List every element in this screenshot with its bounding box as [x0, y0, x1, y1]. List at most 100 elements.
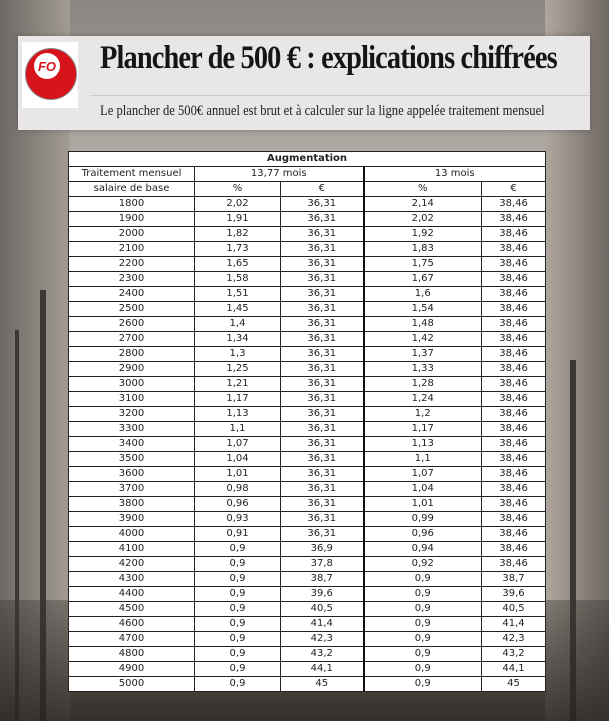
- eur-13-cell: 42,3: [480, 631, 547, 647]
- pct-13-cell: 2,02: [363, 211, 482, 227]
- eur-13-cell: 38,46: [480, 421, 547, 437]
- pct-13-77-cell: 1,73: [194, 241, 281, 257]
- salary-cell: 2100: [68, 241, 195, 257]
- table-row: 3300 1,1 36,31 1,17 38,46: [68, 421, 547, 437]
- eur-13-77-cell: 45: [280, 676, 365, 692]
- pct-13-cell: 1,83: [363, 241, 482, 257]
- eur-13-cell: 38,46: [480, 436, 547, 452]
- table-row: 4000 0,91 36,31 0,96 38,46: [68, 526, 547, 542]
- pct-13-77-cell: 0,9: [194, 556, 281, 572]
- pct-13-cell: 2,14: [363, 196, 482, 212]
- eur-13-77-cell: 36,31: [280, 526, 365, 542]
- salary-cell: 3900: [68, 511, 195, 527]
- eur-13-cell: 38,46: [480, 376, 547, 392]
- pct-13-77-cell: 1,07: [194, 436, 281, 452]
- eur-13-cell: 38,46: [480, 391, 547, 407]
- eur-13-77-cell: 36,31: [280, 211, 365, 227]
- pct-13-77-cell: 0,9: [194, 631, 281, 647]
- pct-13-77-cell: 0,91: [194, 526, 281, 542]
- pct-13-77-cell: 0,98: [194, 481, 281, 497]
- pct-13-77-cell: 1,21: [194, 376, 281, 392]
- eur-13-cell: 38,46: [480, 466, 547, 482]
- pct-13-cell: 1,04: [363, 481, 482, 497]
- eur-13-77-cell: 36,31: [280, 466, 365, 482]
- pct-13-cell: 1,01: [363, 496, 482, 512]
- pct-13-77-cell: 1,25: [194, 361, 281, 377]
- eur-13-cell: 38,46: [480, 361, 547, 377]
- salary-cell: 2000: [68, 226, 195, 242]
- table-row: 3100 1,17 36,31 1,24 38,46: [68, 391, 547, 407]
- pct-13-cell: 1,1: [363, 451, 482, 467]
- eur-13-77-cell: 36,31: [280, 421, 365, 437]
- eur-13-cell: 38,46: [480, 271, 547, 287]
- salary-cell: 3700: [68, 481, 195, 497]
- eur-13-cell: 38,46: [480, 481, 547, 497]
- table-row: 4100 0,9 36,9 0,94 38,46: [68, 541, 547, 557]
- salary-cell: 3000: [68, 376, 195, 392]
- eur-13-cell: 45: [480, 676, 547, 692]
- eur-13-cell: 38,46: [480, 451, 547, 467]
- table-body: 1800 2,02 36,31 2,14 38,46 1900 1,91 36,31 2,02 3…: [68, 196, 547, 692]
- eur-13-77-cell: 41,4: [280, 616, 365, 632]
- table-row: 2700 1,34 36,31 1,42 38,46: [68, 331, 547, 347]
- pct-13-77-cell: 1,1: [194, 421, 281, 437]
- salary-cell: 3800: [68, 496, 195, 512]
- logo-center: [34, 53, 60, 79]
- eur-13-77-cell: 36,31: [280, 331, 365, 347]
- pct-13-77-cell: 1,45: [194, 301, 281, 317]
- col-eur-a: €: [280, 181, 365, 197]
- table-row: 3900 0,93 36,31 0,99 38,46: [68, 511, 547, 527]
- eur-13-77-cell: 40,5: [280, 601, 365, 617]
- pct-13-cell: 1,75: [363, 256, 482, 272]
- table-row: 3500 1,04 36,31 1,1 38,46: [68, 451, 547, 467]
- eur-13-77-cell: 36,31: [280, 376, 365, 392]
- salary-cell: 5000: [68, 676, 195, 692]
- table-row: 4700 0,9 42,3 0,9 42,3: [68, 631, 547, 647]
- eur-13-cell: 38,46: [480, 316, 547, 332]
- eur-13-77-cell: 43,2: [280, 646, 365, 662]
- eur-13-77-cell: 42,3: [280, 631, 365, 647]
- pct-13-77-cell: 0,9: [194, 676, 281, 692]
- salary-cell: 1900: [68, 211, 195, 227]
- eur-13-cell: 43,2: [480, 646, 547, 662]
- eur-13-77-cell: 36,31: [280, 451, 365, 467]
- eur-13-77-cell: 36,31: [280, 256, 365, 272]
- pct-13-77-cell: 1,91: [194, 211, 281, 227]
- table-row: 3800 0,96 36,31 1,01 38,46: [68, 496, 547, 512]
- pct-13-77-cell: 1,51: [194, 286, 281, 302]
- pct-13-cell: 0,9: [363, 646, 482, 662]
- eur-13-77-cell: 36,31: [280, 271, 365, 287]
- salary-cell: 4500: [68, 601, 195, 617]
- pct-13-cell: 0,92: [363, 556, 482, 572]
- eur-13-77-cell: 38,7: [280, 571, 365, 587]
- salary-cell: 4600: [68, 616, 195, 632]
- eur-13-77-cell: 36,31: [280, 196, 365, 212]
- pct-13-77-cell: 1,04: [194, 451, 281, 467]
- pct-13-cell: 0,9: [363, 616, 482, 632]
- table-row: 4900 0,9 44,1 0,9 44,1: [68, 661, 547, 677]
- salary-cell: 4100: [68, 541, 195, 557]
- eur-13-cell: 38,7: [480, 571, 547, 587]
- pct-13-cell: 1,54: [363, 301, 482, 317]
- salary-cell: 2700: [68, 331, 195, 347]
- table-row: 2800 1,3 36,31 1,37 38,46: [68, 346, 547, 362]
- pct-13-cell: 0,9: [363, 676, 482, 692]
- pct-13-77-cell: 0,9: [194, 646, 281, 662]
- table-row: 2500 1,45 36,31 1,54 38,46: [68, 301, 547, 317]
- eur-13-cell: 38,46: [480, 301, 547, 317]
- pct-13-77-cell: 1,4: [194, 316, 281, 332]
- salary-cell: 3500: [68, 451, 195, 467]
- eur-13-cell: 38,46: [480, 331, 547, 347]
- pct-13-77-cell: 1,13: [194, 406, 281, 422]
- eur-13-cell: 38,46: [480, 241, 547, 257]
- eur-13-cell: 38,46: [480, 256, 547, 272]
- eur-13-77-cell: 36,31: [280, 346, 365, 362]
- table-row: 4800 0,9 43,2 0,9 43,2: [68, 646, 547, 662]
- refinery-chimney: [570, 360, 576, 721]
- salary-cell: 3600: [68, 466, 195, 482]
- pct-13-cell: 1,07: [363, 466, 482, 482]
- pct-13-cell: 0,9: [363, 586, 482, 602]
- pct-13-77-cell: 0,96: [194, 496, 281, 512]
- eur-13-cell: 38,46: [480, 496, 547, 512]
- page-subtitle: Le plancher de 500€ annuel est brut et à…: [100, 103, 545, 119]
